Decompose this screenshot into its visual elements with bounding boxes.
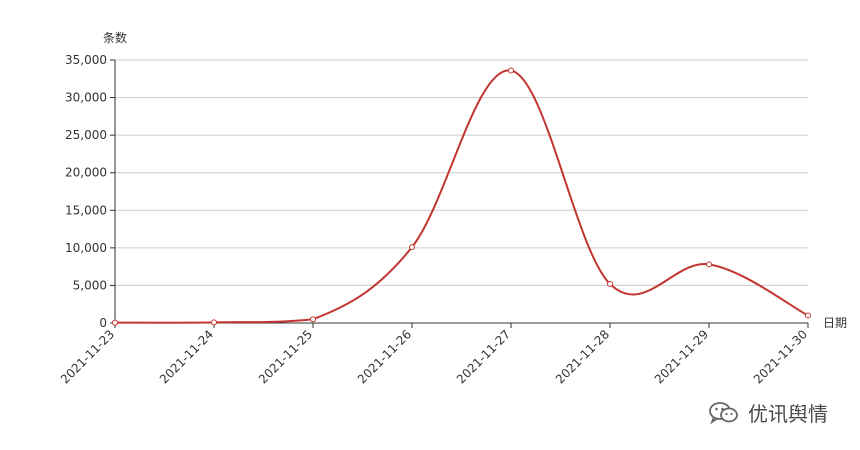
series-layer (112, 67, 811, 326)
y-tick-labels: 0 5,000 10,000 15,000 20,000 25,000 30,000 35,0… (65, 53, 115, 330)
grid-lines (115, 59, 808, 286)
data-point (706, 261, 712, 268)
x-tick-label: 2021-11-27 (454, 327, 513, 386)
data-point (508, 67, 514, 74)
y-axis-title: 条数 (103, 30, 127, 45)
data-point (607, 280, 613, 287)
x-tick-label: 2021-11-28 (553, 327, 612, 386)
x-tick-label: 2021-11-30 (751, 327, 810, 386)
x-tick-label: 2021-11-23 (58, 327, 117, 386)
y-tick-label: 15,000 (65, 203, 107, 217)
wechat-icon (708, 400, 740, 426)
axes (114, 60, 808, 324)
y-tick-label: 35,000 (65, 53, 107, 67)
x-tick-label: 2021-11-24 (157, 327, 216, 386)
x-tick-label: 2021-11-26 (355, 327, 414, 386)
data-point (409, 244, 415, 251)
data-point (805, 312, 811, 319)
data-point (211, 319, 217, 326)
watermark: 优讯舆情 (708, 398, 828, 427)
y-tick-label: 0 (99, 316, 107, 330)
x-tick-label: 2021-11-29 (652, 327, 711, 386)
series-line (114, 69, 809, 324)
data-point (310, 316, 316, 323)
y-tick-label: 5,000 (73, 278, 107, 292)
y-tick-label: 25,000 (65, 128, 107, 142)
y-tick-label: 30,000 (65, 91, 107, 105)
x-axis-title: 日期 (823, 316, 847, 330)
watermark-text: 优讯舆情 (748, 402, 828, 426)
data-point (112, 319, 118, 326)
y-tick-label: 10,000 (65, 241, 107, 255)
x-tick-labels: 2021-11-23 2021-11-24 2021-11-25 2021-11-26… (58, 323, 810, 386)
x-tick-label: 2021-11-25 (256, 327, 315, 386)
y-tick-label: 20,000 (65, 166, 107, 180)
